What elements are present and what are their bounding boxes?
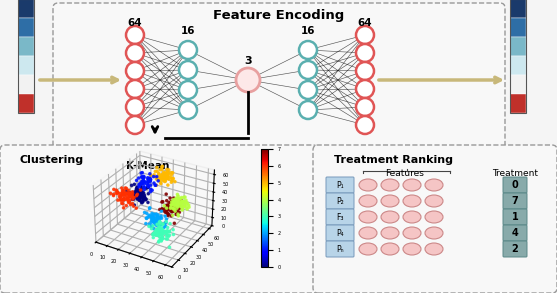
Text: Treatment Ranking: Treatment Ranking xyxy=(334,155,453,165)
Text: Clustering: Clustering xyxy=(20,155,84,165)
Bar xyxy=(510,94,526,113)
Text: 4: 4 xyxy=(512,228,519,238)
Circle shape xyxy=(126,62,144,80)
Ellipse shape xyxy=(403,211,421,223)
Circle shape xyxy=(179,61,197,79)
Circle shape xyxy=(126,26,144,44)
Ellipse shape xyxy=(381,243,399,255)
Circle shape xyxy=(126,44,144,62)
Ellipse shape xyxy=(403,227,421,239)
Circle shape xyxy=(356,62,374,80)
Bar xyxy=(510,37,526,56)
Bar xyxy=(18,0,34,18)
Circle shape xyxy=(356,98,374,116)
FancyBboxPatch shape xyxy=(53,3,505,150)
Ellipse shape xyxy=(425,211,443,223)
Ellipse shape xyxy=(381,227,399,239)
Circle shape xyxy=(356,80,374,98)
Circle shape xyxy=(356,44,374,62)
Ellipse shape xyxy=(359,179,377,191)
Ellipse shape xyxy=(403,195,421,207)
Bar xyxy=(510,75,526,94)
Circle shape xyxy=(299,101,317,119)
Ellipse shape xyxy=(381,179,399,191)
Bar xyxy=(510,0,526,113)
Circle shape xyxy=(126,80,144,98)
FancyBboxPatch shape xyxy=(326,193,354,209)
Bar xyxy=(510,56,526,75)
FancyBboxPatch shape xyxy=(503,241,527,257)
FancyBboxPatch shape xyxy=(326,225,354,241)
Text: Features: Features xyxy=(385,168,424,178)
Ellipse shape xyxy=(425,227,443,239)
Text: 2: 2 xyxy=(512,244,519,254)
Bar xyxy=(18,75,34,94)
Bar xyxy=(18,56,34,75)
Circle shape xyxy=(179,101,197,119)
Ellipse shape xyxy=(403,179,421,191)
Ellipse shape xyxy=(425,179,443,191)
FancyBboxPatch shape xyxy=(0,145,318,293)
Ellipse shape xyxy=(359,243,377,255)
Bar xyxy=(18,94,34,113)
FancyBboxPatch shape xyxy=(503,193,527,209)
FancyBboxPatch shape xyxy=(313,145,557,293)
Text: 16: 16 xyxy=(301,26,315,36)
Circle shape xyxy=(299,41,317,59)
FancyBboxPatch shape xyxy=(326,177,354,193)
Bar xyxy=(510,0,526,18)
Text: 0: 0 xyxy=(512,180,519,190)
Ellipse shape xyxy=(403,243,421,255)
Text: P₁: P₁ xyxy=(336,180,344,190)
Text: Pₙ: Pₙ xyxy=(336,244,344,253)
FancyBboxPatch shape xyxy=(326,209,354,225)
Circle shape xyxy=(299,81,317,99)
Text: 64: 64 xyxy=(128,18,142,28)
Circle shape xyxy=(126,98,144,116)
Bar xyxy=(18,0,34,113)
Ellipse shape xyxy=(381,195,399,207)
Ellipse shape xyxy=(359,227,377,239)
Circle shape xyxy=(299,61,317,79)
Text: 7: 7 xyxy=(512,196,519,206)
Circle shape xyxy=(126,116,144,134)
Bar xyxy=(18,18,34,37)
FancyBboxPatch shape xyxy=(503,225,527,241)
Ellipse shape xyxy=(359,195,377,207)
FancyBboxPatch shape xyxy=(326,241,354,257)
Text: 16: 16 xyxy=(181,26,196,36)
Text: 1: 1 xyxy=(512,212,519,222)
Text: P₄: P₄ xyxy=(336,229,344,238)
Text: F₃: F₃ xyxy=(336,212,344,222)
FancyBboxPatch shape xyxy=(503,177,527,193)
Ellipse shape xyxy=(425,195,443,207)
Bar xyxy=(510,18,526,37)
Text: Feature Encoding: Feature Encoding xyxy=(213,8,345,21)
Circle shape xyxy=(179,41,197,59)
Ellipse shape xyxy=(425,243,443,255)
Text: 64: 64 xyxy=(358,18,372,28)
Text: K-Mean: K-Mean xyxy=(126,161,170,171)
Bar xyxy=(18,37,34,56)
Ellipse shape xyxy=(359,211,377,223)
Circle shape xyxy=(356,116,374,134)
Circle shape xyxy=(179,81,197,99)
Circle shape xyxy=(356,26,374,44)
Text: 3: 3 xyxy=(244,56,252,66)
Text: Treatment: Treatment xyxy=(492,168,538,178)
Text: P₂: P₂ xyxy=(336,197,344,205)
Ellipse shape xyxy=(381,211,399,223)
FancyBboxPatch shape xyxy=(503,209,527,225)
Circle shape xyxy=(236,68,260,92)
